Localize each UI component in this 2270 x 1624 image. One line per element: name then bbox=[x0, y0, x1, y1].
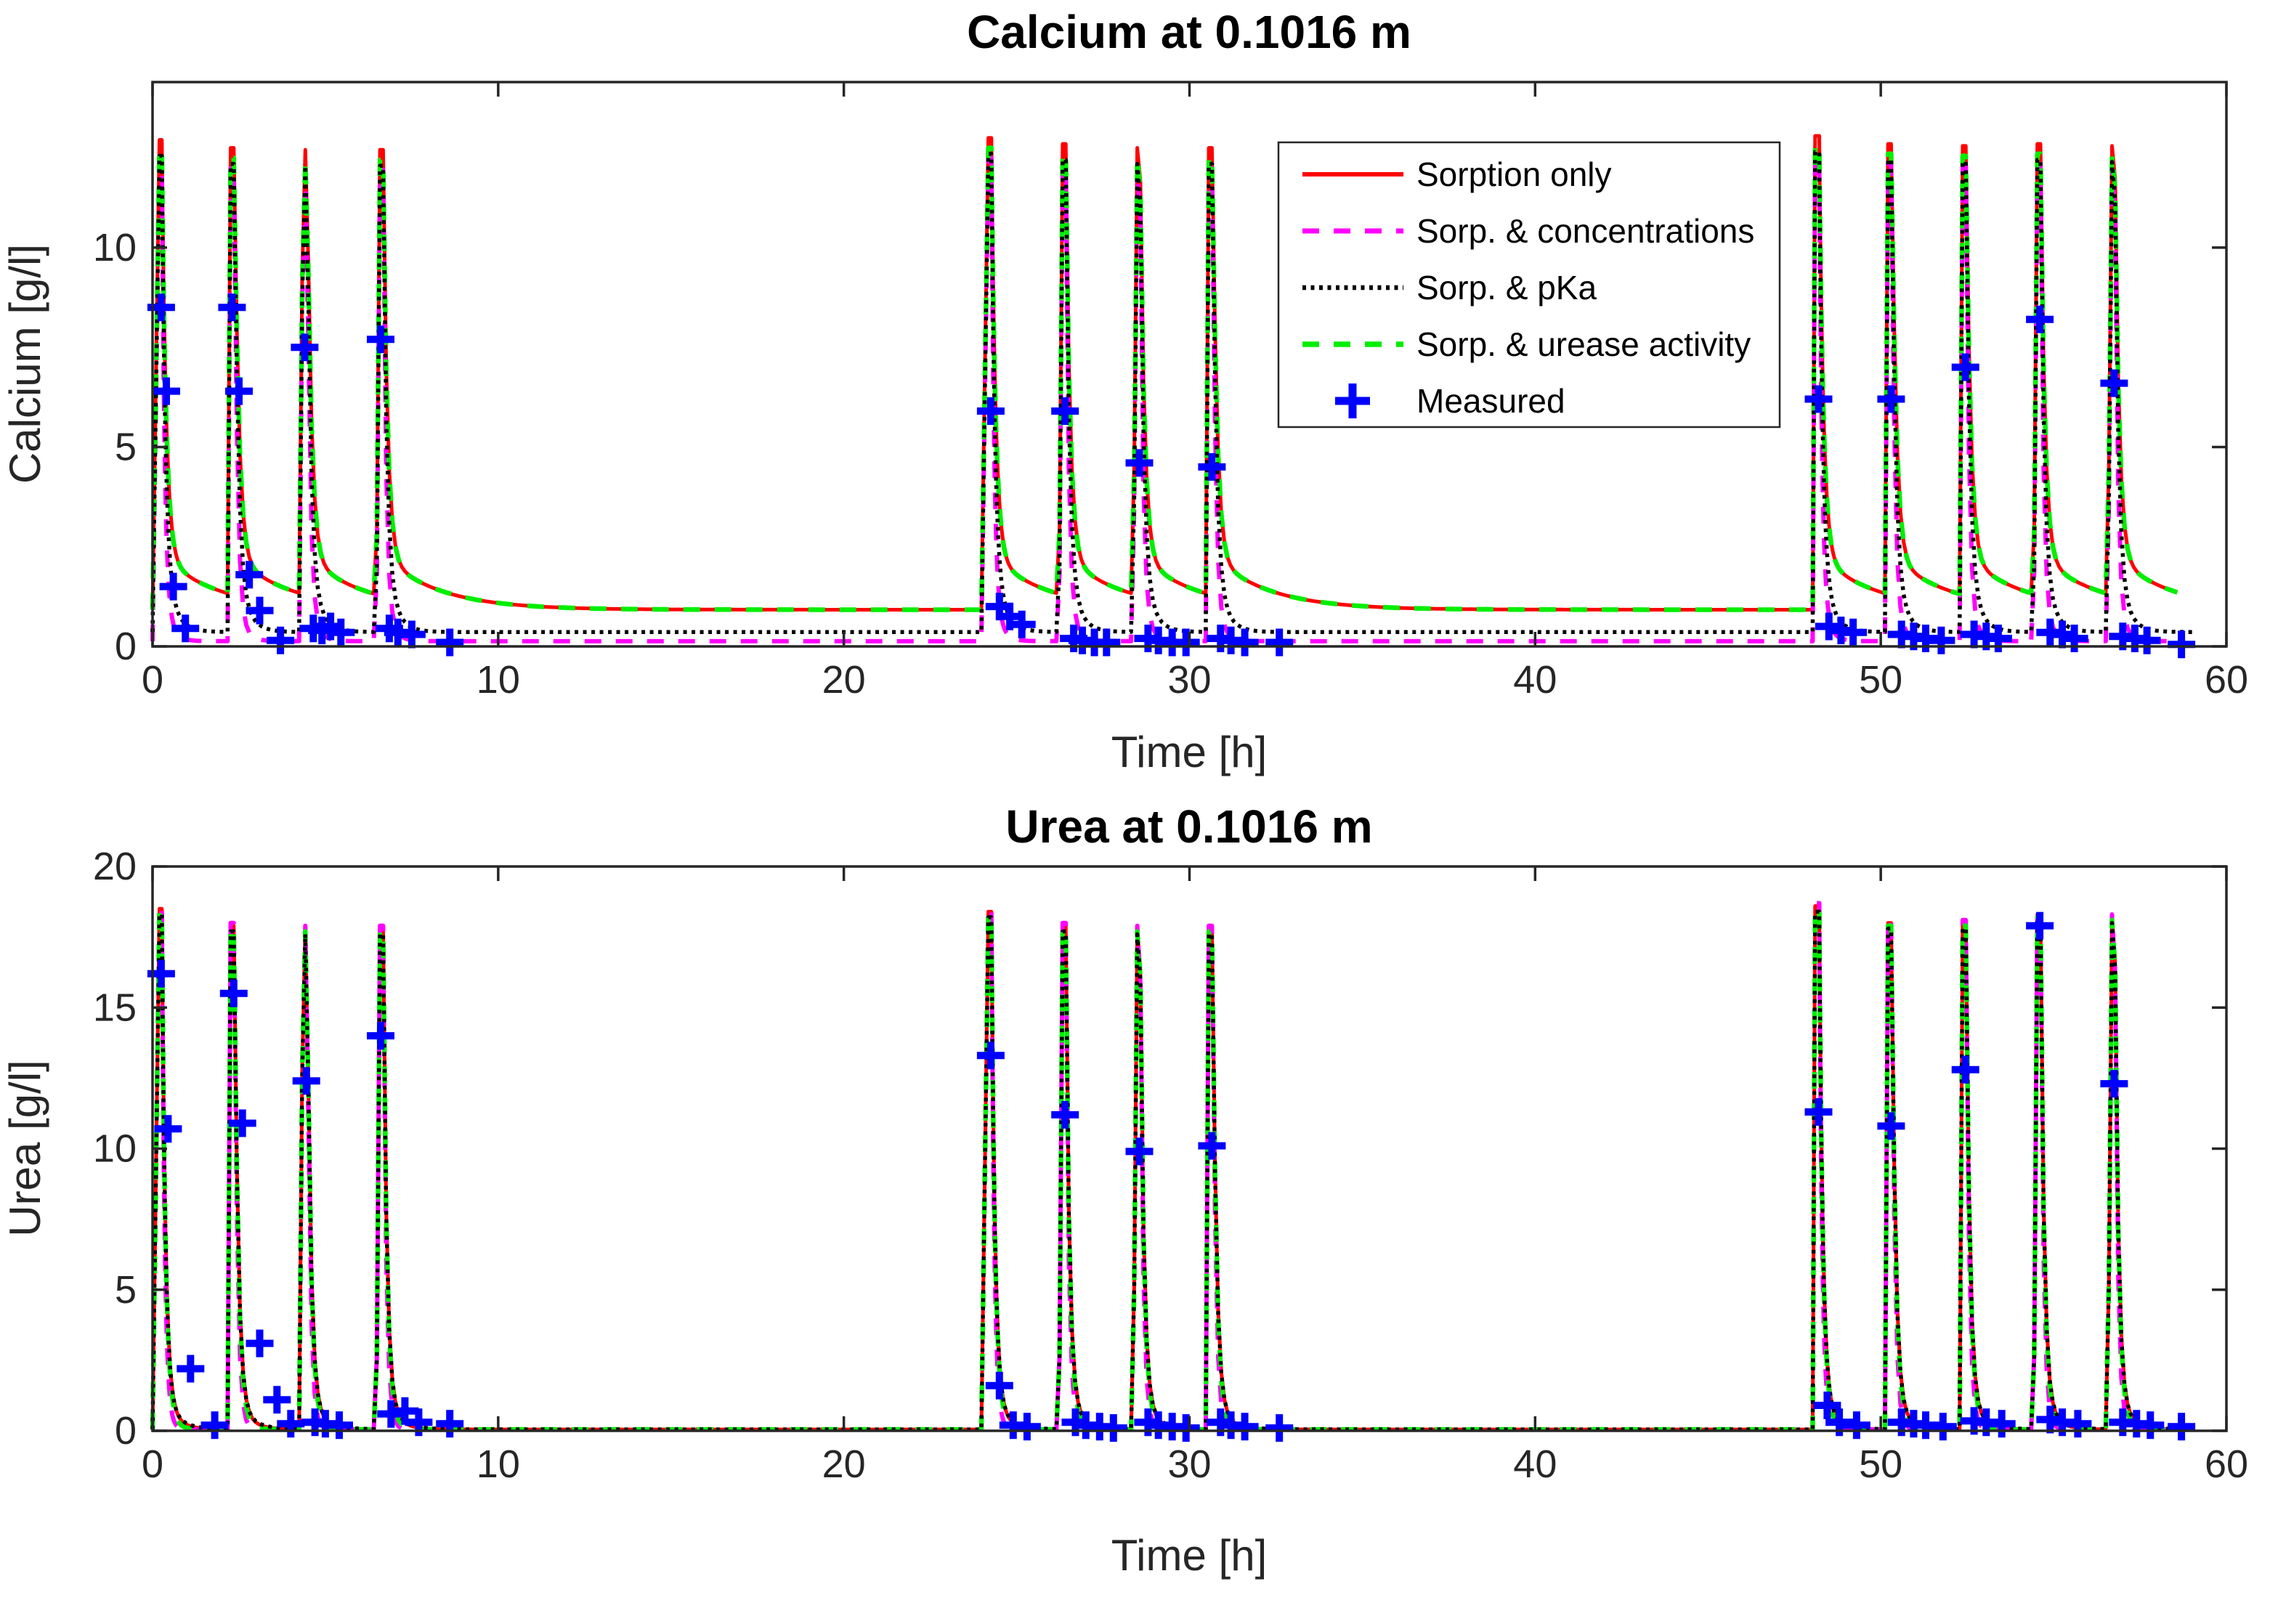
y-tick-label: 15 bbox=[93, 986, 137, 1029]
urea-y-axis-label: Urea [g/l] bbox=[1, 1060, 49, 1236]
legend-box bbox=[1277, 141, 1781, 429]
y-tick-label: 20 bbox=[93, 845, 137, 888]
x-tick-label: 10 bbox=[477, 1442, 520, 1486]
x-tick-label: 10 bbox=[477, 658, 520, 702]
x-tick-label: 20 bbox=[822, 1442, 866, 1486]
x-tick-label: 50 bbox=[1859, 658, 1902, 702]
series-sorption-pka-line bbox=[150, 909, 2197, 1432]
x-tick-label: 60 bbox=[2205, 1442, 2248, 1486]
y-tick-label: 0 bbox=[115, 625, 137, 668]
y-tick-label: 5 bbox=[115, 1268, 137, 1312]
series-sorption-only-line bbox=[150, 134, 2178, 612]
y-tick-label: 0 bbox=[115, 1409, 137, 1453]
x-tick-label: 0 bbox=[142, 1442, 163, 1486]
calcium-plot-title: Calcium at 0.1016 m bbox=[967, 6, 1411, 58]
measured-markers bbox=[147, 293, 2196, 659]
x-tick-label: 0 bbox=[142, 658, 163, 702]
x-tick-label: 40 bbox=[1513, 658, 1557, 702]
x-tick-label: 60 bbox=[2205, 658, 2248, 702]
legend-label-sorption-only: Sorption only bbox=[1416, 155, 1612, 193]
legend-label-sorption-pka: Sorp. & pKa bbox=[1416, 269, 1597, 306]
axes-box bbox=[151, 81, 2228, 648]
series-sorption-concentrations-line bbox=[150, 153, 2184, 643]
axes-box bbox=[151, 865, 2228, 1432]
series-sorption-urease-line bbox=[150, 143, 2178, 612]
legend-label-sorption-urease: Sorp. & urease activity bbox=[1416, 325, 1751, 363]
series-sorption-concentrations-line bbox=[150, 901, 2184, 1432]
x-tick-label: 50 bbox=[1859, 1442, 1902, 1486]
urea-x-axis-label: Time [h] bbox=[1111, 1531, 1267, 1580]
x-tick-label: 30 bbox=[1167, 658, 1211, 702]
y-tick-label: 10 bbox=[93, 1127, 137, 1171]
x-tick-label: 20 bbox=[822, 658, 866, 702]
x-tick-label: 40 bbox=[1513, 1442, 1557, 1486]
urea-plot: 0 10 20 30 40 50 60 0 5 10 15 20 Urea at 0.1016 m T… bbox=[1, 800, 2248, 1580]
series-sorption-urease-line bbox=[150, 906, 2178, 1432]
legend-label-measured: Measured bbox=[1416, 382, 1565, 420]
legend-marker-measured bbox=[1335, 383, 1370, 418]
x-tick-label: 30 bbox=[1167, 1442, 1211, 1486]
y-tick-label: 10 bbox=[93, 226, 137, 269]
calcium-y-axis-label: Calcium [g/l] bbox=[1, 244, 49, 484]
legend-label-sorption-concentrations: Sorp. & concentrations bbox=[1416, 212, 1754, 250]
calcium-plot: 0 10 20 30 40 50 60 0 5 10 Calcium at 0.1016 m Ti… bbox=[1, 6, 2248, 776]
urea-plot-title: Urea at 0.1016 m bbox=[1005, 800, 1372, 853]
legend: Sorption only Sorp. & concentrations Sorp.… bbox=[1277, 141, 1781, 429]
series-sorption-only-line bbox=[150, 904, 2178, 1432]
series-sorption-pka-line bbox=[150, 150, 2197, 634]
calcium-x-axis-label: Time [h] bbox=[1111, 728, 1267, 776]
y-tick-label: 5 bbox=[115, 425, 137, 468]
measured-markers bbox=[147, 912, 2196, 1442]
